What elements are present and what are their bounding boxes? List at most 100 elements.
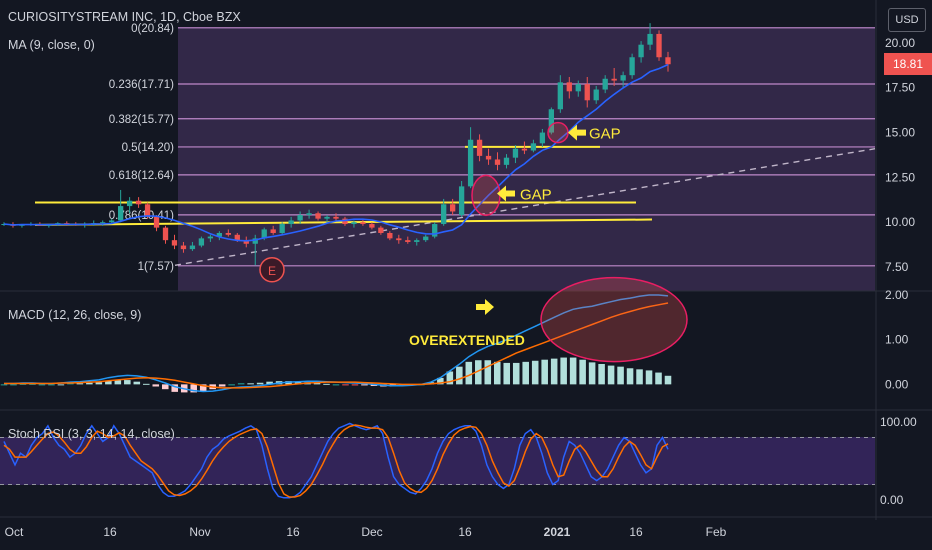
candle-body bbox=[584, 84, 590, 101]
price-axis-tick: 7.50 bbox=[885, 260, 909, 274]
candle-body bbox=[539, 132, 546, 144]
macd-histogram-bar bbox=[124, 380, 131, 385]
macd-axis-tick: 1.00 bbox=[885, 333, 909, 347]
macd-histogram-bar bbox=[313, 382, 321, 385]
macd-histogram-bar bbox=[199, 384, 207, 392]
macd-histogram-bar bbox=[541, 359, 548, 385]
candle-body bbox=[243, 240, 249, 244]
candle-body bbox=[396, 238, 402, 241]
stoch-rsi-indicator-label[interactable]: Stoch RSI (3, 3, 14, 14, close) bbox=[8, 427, 175, 441]
price-axis-tick: 12.50 bbox=[885, 170, 915, 184]
macd-histogram-bar bbox=[531, 360, 539, 385]
time-axis-tick: 16 bbox=[286, 525, 300, 539]
macd-histogram-bar bbox=[29, 383, 36, 385]
time-axis-tick: Feb bbox=[706, 525, 727, 539]
gap-annotation: GAP bbox=[520, 187, 552, 204]
time-axis-tick: Oct bbox=[5, 525, 24, 539]
candle-body bbox=[306, 213, 312, 216]
candle-body bbox=[288, 220, 294, 225]
macd-indicator-label[interactable]: MACD (12, 26, close, 9) bbox=[8, 308, 142, 322]
candle-body bbox=[351, 222, 357, 225]
macd-histogram-bar bbox=[143, 383, 150, 385]
macd-histogram-bar bbox=[95, 382, 103, 385]
time-axis-tick: Nov bbox=[189, 525, 210, 539]
macd-histogram-bar bbox=[57, 384, 65, 386]
candle-body bbox=[414, 240, 420, 242]
macd-histogram-bar bbox=[370, 384, 378, 386]
macd-histogram-bar bbox=[38, 384, 46, 386]
candle-body bbox=[378, 227, 384, 233]
macd-histogram-bar bbox=[190, 384, 197, 393]
currency-button[interactable]: USD bbox=[888, 8, 926, 32]
candle-body bbox=[279, 224, 285, 233]
candle-body bbox=[665, 57, 671, 65]
ma-indicator-label[interactable]: MA (9, close, 0) bbox=[8, 38, 95, 52]
macd-histogram-bar bbox=[133, 381, 141, 385]
macd-histogram-bar bbox=[569, 357, 577, 385]
signal-line bbox=[4, 302, 669, 389]
macd-histogram-bar bbox=[636, 369, 643, 385]
candle-body bbox=[602, 78, 608, 90]
macd-histogram-bar bbox=[588, 362, 596, 385]
macd-histogram-bar bbox=[446, 371, 454, 385]
candle-body bbox=[557, 82, 563, 110]
macd-axis-tick: 2.00 bbox=[885, 288, 909, 302]
candle-body bbox=[656, 33, 662, 58]
macd-histogram-bar bbox=[437, 377, 444, 385]
candle-body bbox=[153, 216, 160, 228]
candle-body bbox=[180, 245, 187, 250]
gap-arrow-icon bbox=[497, 185, 515, 202]
macd-histogram-bar bbox=[67, 383, 74, 385]
candle-body bbox=[593, 89, 599, 101]
candle-body bbox=[100, 222, 106, 224]
candle-body bbox=[109, 220, 115, 223]
candle-body bbox=[270, 229, 276, 233]
candle-body bbox=[405, 240, 411, 242]
stoch-axis-tick: 100.00 bbox=[880, 415, 917, 429]
fib-level-label: 0(20.84) bbox=[131, 23, 174, 35]
candle-body bbox=[575, 84, 581, 92]
candle-body bbox=[387, 232, 393, 239]
price-axis-tick: 15.00 bbox=[885, 126, 915, 140]
price-axis-tick: 10.00 bbox=[885, 215, 915, 229]
stoch-axis-tick: 0.00 bbox=[880, 493, 904, 507]
macd-histogram-bar bbox=[550, 358, 558, 385]
candle-body bbox=[225, 232, 231, 235]
macd-histogram-bar bbox=[48, 384, 55, 386]
candle-body bbox=[494, 159, 501, 165]
candle-body bbox=[512, 148, 519, 158]
macd-histogram-bar bbox=[105, 380, 112, 385]
last-price-tag: 18.81 bbox=[884, 53, 932, 75]
candle-body bbox=[360, 222, 366, 225]
macd-histogram-bar bbox=[256, 382, 264, 385]
ma-line bbox=[3, 63, 669, 242]
symbol-title[interactable]: CURIOSITYSTREAM INC, 1D, Cboe BZX bbox=[8, 10, 241, 24]
macd-histogram-bar bbox=[76, 383, 84, 385]
macd-histogram-bar bbox=[161, 384, 169, 390]
macd-histogram-bar bbox=[626, 368, 634, 385]
overextended-arrow-icon bbox=[476, 299, 494, 315]
stoch-k-line bbox=[3, 422, 669, 499]
macd-histogram-bar bbox=[598, 363, 605, 385]
macd-histogram-bar bbox=[522, 361, 529, 385]
price-axis-tick: 20.00 bbox=[885, 36, 915, 50]
candle-body bbox=[315, 213, 321, 219]
candle-body bbox=[629, 57, 635, 76]
fib-level-label: 0.5(14.20) bbox=[122, 142, 175, 154]
time-axis-tick: 16 bbox=[103, 525, 117, 539]
macd-histogram-bar bbox=[294, 381, 302, 385]
candle-body bbox=[467, 139, 474, 187]
candle-body bbox=[369, 224, 375, 228]
macd-histogram-bar bbox=[171, 384, 179, 392]
candle-body bbox=[530, 143, 537, 151]
earnings-badge-label: E bbox=[268, 264, 276, 278]
time-axis-tick: Dec bbox=[361, 525, 382, 539]
candle-body bbox=[476, 139, 483, 156]
candle-body bbox=[198, 238, 205, 246]
macd-histogram-bar bbox=[512, 362, 520, 385]
macd-histogram-bar bbox=[19, 383, 27, 385]
gap-highlight bbox=[471, 174, 501, 217]
macd-histogram-bar bbox=[579, 359, 586, 385]
